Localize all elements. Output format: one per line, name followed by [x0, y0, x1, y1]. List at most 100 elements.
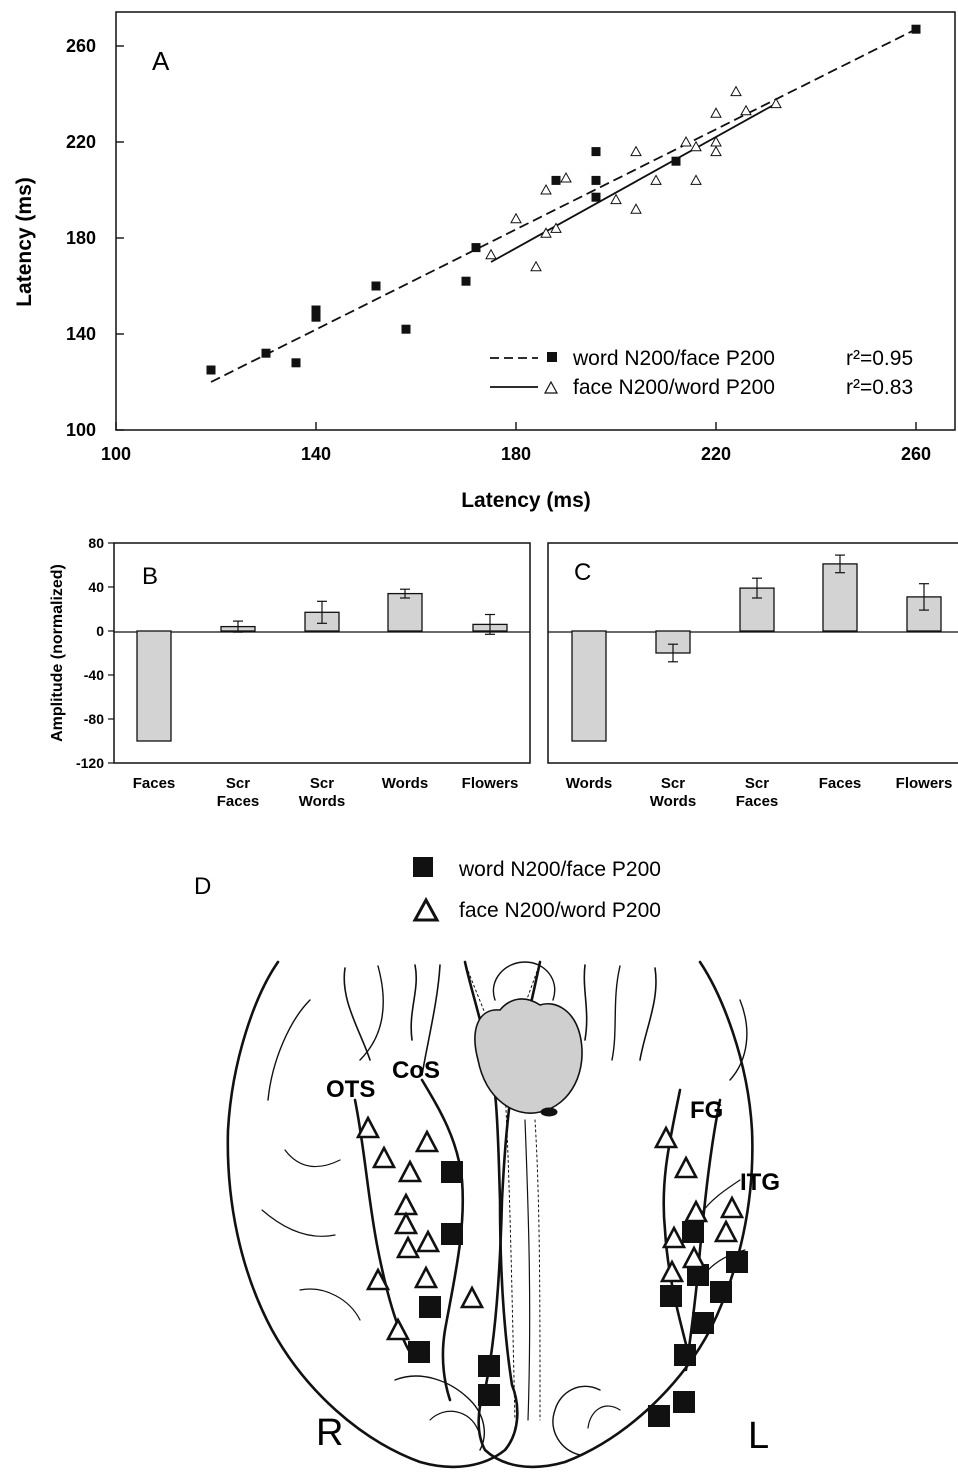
data-point-triangle — [630, 203, 642, 214]
y-tick-label: 140 — [66, 324, 96, 344]
panel-a-x-axis: 100 140 180 220 260 — [101, 422, 931, 464]
brain-marker-triangle — [393, 1211, 419, 1235]
brain-marker-square — [682, 1221, 704, 1243]
panel-a-legend: word N200/face P200 r²=0.95 face N200/wo… — [490, 347, 913, 399]
brain-marker-triangle — [673, 1155, 699, 1179]
panel-b-y-axis: 80 40 0 -40 -80 -120 — [76, 535, 114, 771]
x-tick-label: 220 — [701, 444, 731, 464]
panel-a-points — [206, 24, 921, 375]
brain-marker-triangle — [355, 1115, 381, 1139]
data-point-triangle — [540, 183, 552, 195]
y-tick-label: 100 — [66, 420, 96, 440]
data-point-triangle — [740, 104, 752, 116]
panel-a-frame — [115, 11, 956, 431]
data-point-square — [371, 281, 381, 291]
data-point-triangle — [610, 193, 622, 205]
hemisphere-label-left: L — [748, 1415, 769, 1457]
data-point-square — [671, 156, 681, 166]
panel-a-y-axis-label: Latency (ms) — [13, 177, 36, 307]
category-label: Words — [299, 793, 345, 810]
region-label-fg: FG — [690, 1097, 723, 1124]
brain-marker-square — [660, 1285, 682, 1307]
brain-markers — [355, 1115, 748, 1427]
data-point-square — [261, 348, 271, 358]
brain-marker-square — [419, 1296, 441, 1318]
data-point-square — [551, 175, 561, 185]
data-point-triangle — [770, 97, 782, 109]
category-label: Faces — [819, 775, 862, 792]
category-label: Flowers — [896, 775, 953, 792]
brain-legend-triangle-marker — [412, 896, 440, 922]
brain-marker-triangle — [397, 1159, 423, 1183]
panel-label-c: C — [574, 559, 591, 586]
data-point-triangle — [650, 174, 662, 185]
brain-marker-square — [674, 1344, 696, 1366]
category-label: Scr — [745, 775, 769, 792]
brain-marker-square — [726, 1251, 748, 1273]
y-tick-label: 220 — [66, 132, 96, 152]
panel-a-y-axis: 100 140 180 220 260 — [66, 36, 124, 440]
data-point-triangle — [530, 260, 542, 272]
data-point-square — [311, 305, 321, 315]
legend-series-1-r2: r²=0.95 — [846, 347, 913, 370]
brain-marker-square — [478, 1384, 500, 1406]
panel-c-bars — [571, 554, 942, 742]
category-label: Faces — [133, 775, 176, 792]
category-label: Scr — [310, 775, 334, 792]
region-label-cos: CoS — [392, 1057, 440, 1084]
y-tick-label: -80 — [84, 711, 104, 727]
y-tick-label: 0 — [96, 623, 104, 639]
brain-marker-square — [673, 1391, 695, 1413]
brain-marker-square — [692, 1312, 714, 1334]
category-label: Scr — [226, 775, 250, 792]
data-point-triangle — [680, 135, 692, 147]
brain-marker-triangle — [459, 1285, 485, 1309]
brain-marker-triangle — [659, 1259, 685, 1283]
legend-series-2-label: face N200/word P200 — [573, 376, 775, 399]
data-point-triangle — [690, 174, 702, 185]
data-point-triangle — [710, 135, 722, 147]
data-point-triangle — [630, 145, 642, 157]
category-label: Faces — [217, 793, 260, 810]
data-point-square — [591, 192, 601, 202]
panel-b-y-axis-label: Amplitude (normalized) — [49, 564, 66, 742]
brain-legend-square-marker — [413, 857, 433, 877]
panel-label-b: B — [142, 563, 158, 590]
brain-marker-triangle — [719, 1195, 745, 1219]
panel-b-frame — [113, 542, 531, 764]
y-tick-label: -120 — [76, 755, 104, 771]
brain-marker-triangle — [413, 1265, 439, 1289]
data-point-square — [911, 24, 921, 34]
panel-label-a: A — [152, 46, 170, 76]
x-tick-label: 180 — [501, 444, 531, 464]
data-point-triangle — [560, 171, 572, 183]
brain-marker-square — [478, 1355, 500, 1377]
category-label: Words — [566, 775, 612, 792]
brain-marker-triangle — [365, 1267, 391, 1291]
bar — [822, 563, 858, 632]
fit-line-series-2 — [490, 102, 777, 263]
x-tick-label: 140 — [301, 444, 331, 464]
brain-marker-square — [441, 1161, 463, 1183]
panel-a: A 100 140 180 220 260 100 140 180 220 260 Latenc… — [13, 11, 956, 512]
data-point-triangle — [485, 248, 497, 260]
bar — [387, 592, 423, 632]
data-point-triangle — [550, 222, 562, 233]
panel-label-d: D — [194, 873, 211, 900]
brain-legend-label-2: face N200/word P200 — [459, 899, 661, 922]
legend-series-2-r2: r²=0.83 — [846, 376, 913, 399]
legend-square-marker — [547, 352, 557, 362]
x-tick-label: 100 — [101, 444, 131, 464]
data-point-triangle — [690, 140, 702, 152]
brain-marker-square — [648, 1405, 670, 1427]
data-point-triangle — [510, 212, 522, 224]
brain-marker-square — [687, 1264, 709, 1286]
brain-marker-triangle — [653, 1125, 679, 1149]
brain-marker-triangle — [395, 1235, 421, 1259]
data-point-square — [471, 243, 481, 253]
panel-b-bars — [136, 588, 508, 742]
